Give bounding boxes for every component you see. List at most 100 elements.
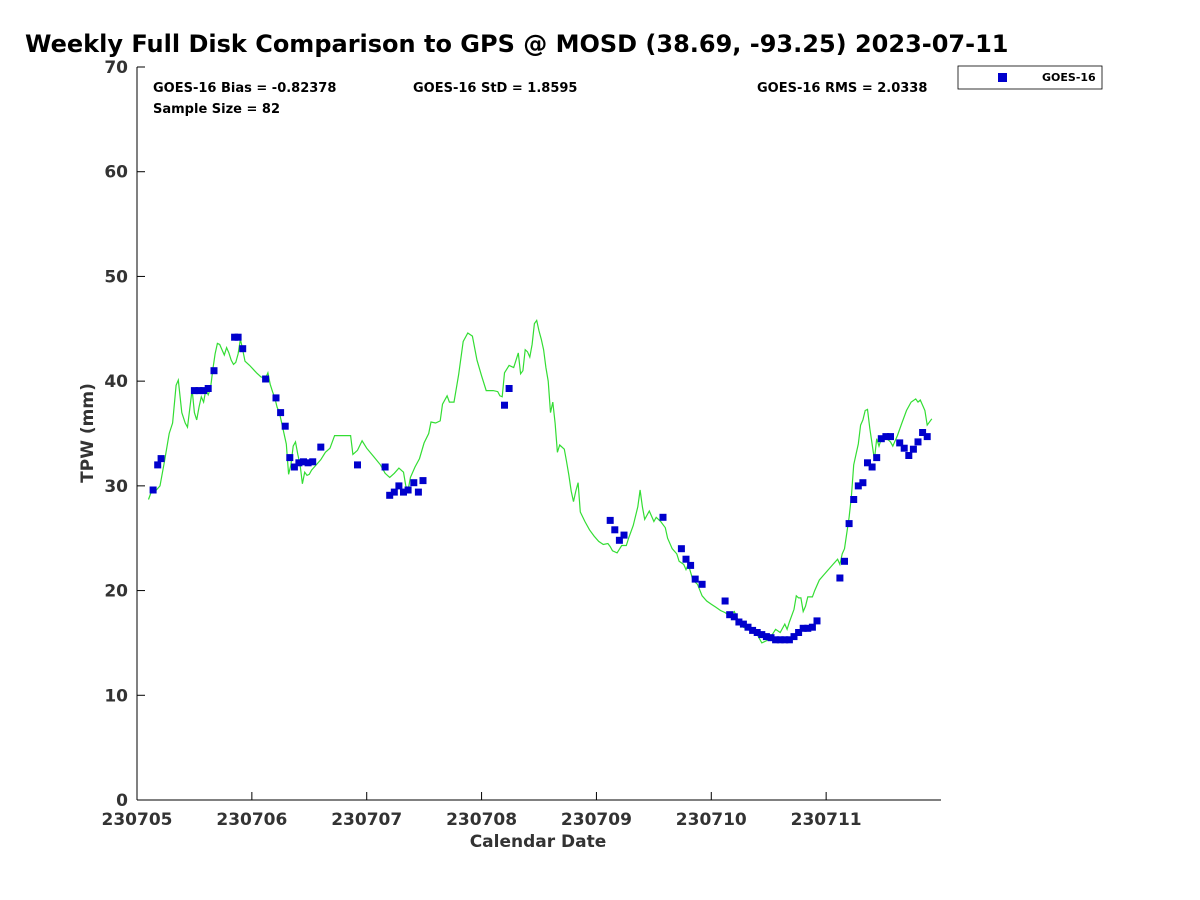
goes-16-point [850, 496, 858, 503]
goes-16-point [721, 597, 729, 605]
x-axis: 230705 230706 230707 230708 230709 230710 2307… [102, 792, 862, 830]
goes-16-point [795, 629, 803, 636]
goes-16-point [272, 394, 280, 402]
goes-16-point [762, 633, 770, 641]
sample-size-stat: Sample Size = 82 [153, 102, 280, 117]
goes-16-point [200, 387, 208, 395]
x-tick-label: 230711 [791, 810, 862, 830]
chart-title: Weekly Full Disk Comparison to GPS @ MOS… [25, 30, 1009, 58]
goes-16-point [804, 624, 812, 632]
goes-16-point [157, 455, 165, 463]
x-axis-title: Calendar Date [470, 832, 607, 852]
goes-16-point [753, 629, 761, 636]
y-tick-label: 40 [104, 372, 128, 392]
goes-16-point [687, 561, 695, 569]
y-tick-label: 0 [116, 791, 128, 811]
goes-16-point [813, 617, 821, 625]
y-tick-label: 70 [104, 58, 128, 78]
std-stat: GOES-16 StD = 1.8595 [413, 81, 577, 96]
goes-16-point [154, 461, 162, 469]
goes-16-point [677, 545, 685, 553]
goes-16-point [204, 385, 212, 392]
goes-16-point [210, 367, 218, 375]
goes-16-point [900, 444, 908, 452]
goes-16-point [615, 536, 623, 544]
goes-16-point [909, 445, 917, 453]
y-tick-label: 30 [104, 477, 128, 497]
goes-16-point [781, 636, 789, 644]
goes-16-point [300, 458, 307, 466]
goes-16-point [234, 333, 242, 341]
goes-16-point [286, 454, 294, 462]
x-tick-label: 230710 [676, 810, 747, 830]
y-tick-label: 60 [104, 163, 128, 183]
x-tick-label: 230705 [102, 810, 173, 830]
goes-16-point [730, 613, 738, 621]
goes-16-point [873, 454, 881, 462]
legend: GOES-16 [957, 65, 1103, 90]
goes-16-point [749, 626, 757, 634]
legend-box [957, 65, 1103, 90]
goes-16-point [799, 624, 807, 632]
goes-16-point [919, 429, 927, 436]
goes-16-point [295, 459, 303, 467]
bias-stat: GOES-16 Bias = -0.82378 [153, 81, 336, 96]
goes-16-point [149, 486, 157, 494]
goes-16-point [611, 526, 619, 534]
y-tick-label: 10 [104, 686, 128, 706]
goes-16-point [395, 482, 403, 490]
plot-frame [136, 67, 941, 801]
goes-16-point [785, 636, 793, 644]
legend-marker [998, 73, 1007, 82]
goes-16-point [414, 488, 422, 496]
goes-16-point [262, 375, 270, 383]
goes-16-point [682, 555, 690, 563]
goes-16-point [744, 623, 752, 631]
goes-16-point [772, 636, 780, 644]
goes-16-point [914, 438, 922, 446]
goes-16-point [400, 488, 407, 496]
goes-16-point [896, 439, 904, 447]
goes-16-point [767, 634, 775, 642]
goes-16-point [419, 477, 427, 485]
goes-16-point [309, 458, 317, 466]
goes-16-point [758, 631, 766, 639]
y-axis: 0 10 20 30 40 50 60 70 [104, 58, 145, 811]
goes-16-point [390, 488, 398, 496]
goes-16-point [790, 633, 798, 641]
goes-16-point [868, 463, 876, 471]
x-tick-label: 230706 [216, 810, 287, 830]
gps-series-line [147, 318, 933, 644]
goes-16-point [381, 463, 389, 471]
x-tick-label: 230709 [561, 810, 632, 830]
y-axis-title: TPW (mm) [78, 383, 98, 483]
goes-16-point [505, 385, 513, 392]
goes-16-point [854, 482, 862, 490]
goes-16-point [776, 636, 784, 644]
goes-16-point [606, 516, 614, 524]
goes-16-point [281, 422, 289, 430]
goes-16-point [354, 461, 361, 469]
goes-16-point [290, 463, 298, 471]
goes-16-point [304, 459, 312, 467]
x-tick-label: 230708 [446, 810, 517, 830]
goes-16-point [698, 580, 706, 588]
goes-16-series [149, 333, 931, 644]
goes-16-point [386, 491, 394, 499]
goes-16-point [190, 387, 198, 395]
goes-16-point [836, 574, 844, 582]
goes-16-point [923, 433, 931, 441]
y-tick-label: 50 [104, 267, 128, 287]
goes-16-point [905, 452, 913, 459]
y-tick-label: 20 [104, 582, 128, 602]
goes-16-point [691, 575, 699, 583]
goes-16-point [864, 459, 871, 467]
goes-16-point [659, 513, 667, 521]
goes-16-point [410, 479, 418, 487]
goes-16-point [887, 433, 894, 441]
goes-16-point [859, 479, 867, 487]
x-tick-label: 230707 [331, 810, 402, 830]
goes-16-point [239, 345, 247, 353]
goes-16-point [739, 620, 747, 628]
